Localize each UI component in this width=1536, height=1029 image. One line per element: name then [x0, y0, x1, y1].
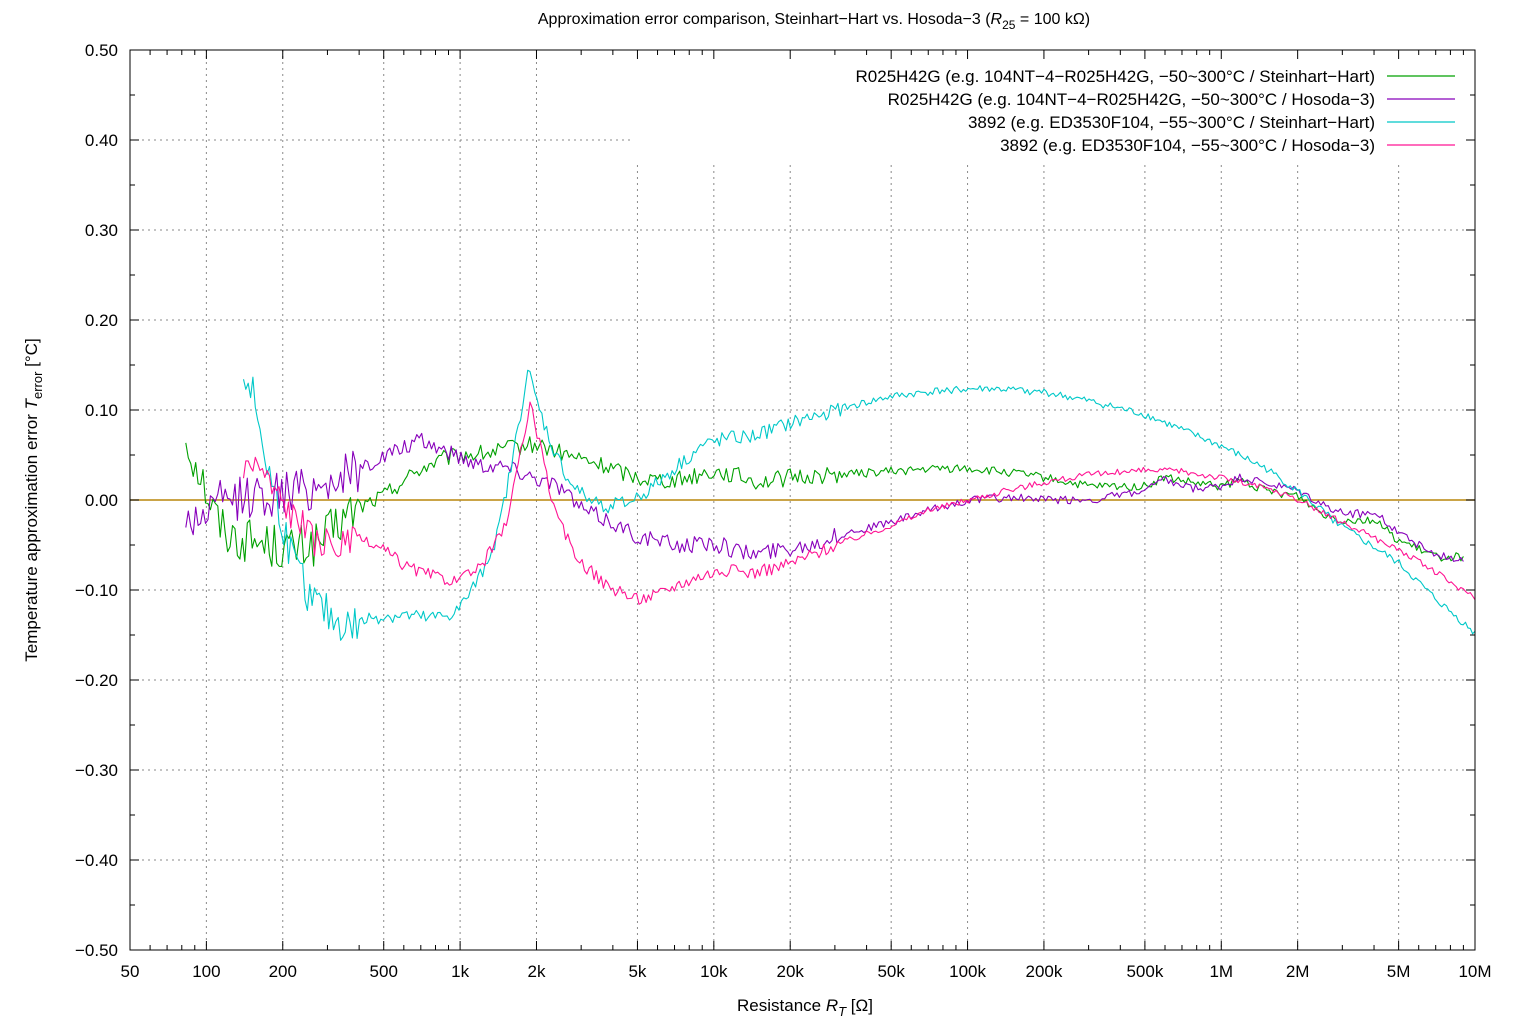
y-tick-label: 0.20 [85, 311, 118, 330]
legend-label-1: R025H42G (e.g. 104NT−4−R025H42G, −50~300… [856, 67, 1375, 86]
x-tick-label: 20k [776, 962, 804, 981]
y-tick-label: 0.50 [85, 41, 118, 60]
legend-label-4: 3892 (e.g. ED3530F104, −55~300°C / Hosod… [1000, 136, 1375, 155]
series-line-1 [185, 436, 1464, 568]
x-tick-label: 2k [527, 962, 545, 981]
x-tick-label: 5M [1387, 962, 1411, 981]
x-axis-label: Resistance RT [Ω] [737, 996, 873, 1019]
x-tick-label: 2M [1286, 962, 1310, 981]
y-tick-label: −0.50 [75, 941, 118, 960]
series-line-4 [242, 401, 1476, 605]
x-tick-label: 200 [269, 962, 297, 981]
x-tick-label: 50k [877, 962, 905, 981]
legend-label-2: R025H42G (e.g. 104NT−4−R025H42G, −50~300… [888, 90, 1375, 109]
x-tick-label: 500 [370, 962, 398, 981]
y-tick-label: −0.30 [75, 761, 118, 780]
series-layer [185, 369, 1476, 641]
series-line-2 [185, 432, 1464, 562]
y-tick-label: 0.10 [85, 401, 118, 420]
y-tick-label: 0.40 [85, 131, 118, 150]
axes-layer: 50 100 200 500 1k 2k 5k 10k 20k 50k 100k 200k 500k 1M… [75, 41, 1492, 981]
x-tick-label: 200k [1025, 962, 1062, 981]
chart-title: Approximation error comparison, Steinhar… [538, 11, 1090, 32]
x-tick-label: 1k [451, 962, 469, 981]
y-axis-label: Temperature approximation error Terror [… [22, 338, 45, 661]
x-tick-label: 1M [1209, 962, 1233, 981]
legend-label-3: 3892 (e.g. ED3530F104, −55~300°C / Stein… [968, 113, 1375, 132]
x-tick-label: 500k [1126, 962, 1163, 981]
x-tick-label: 10k [700, 962, 728, 981]
y-tick-label: −0.10 [75, 581, 118, 600]
series-line-3 [242, 369, 1476, 641]
legend: R025H42G (e.g. 104NT−4−R025H42G, −50~300… [856, 67, 1455, 155]
x-tick-label: 5k [628, 962, 646, 981]
y-tick-label: 0.00 [85, 491, 118, 510]
x-tick-label: 100 [192, 962, 220, 981]
plot-frame [129, 49, 1476, 951]
x-tick-label: 10M [1458, 962, 1491, 981]
y-tick-label: 0.30 [85, 221, 118, 240]
x-tick-label: 100k [949, 962, 986, 981]
y-tick-label: −0.20 [75, 671, 118, 690]
x-tick-label: 50 [121, 962, 140, 981]
y-tick-label: −0.40 [75, 851, 118, 870]
